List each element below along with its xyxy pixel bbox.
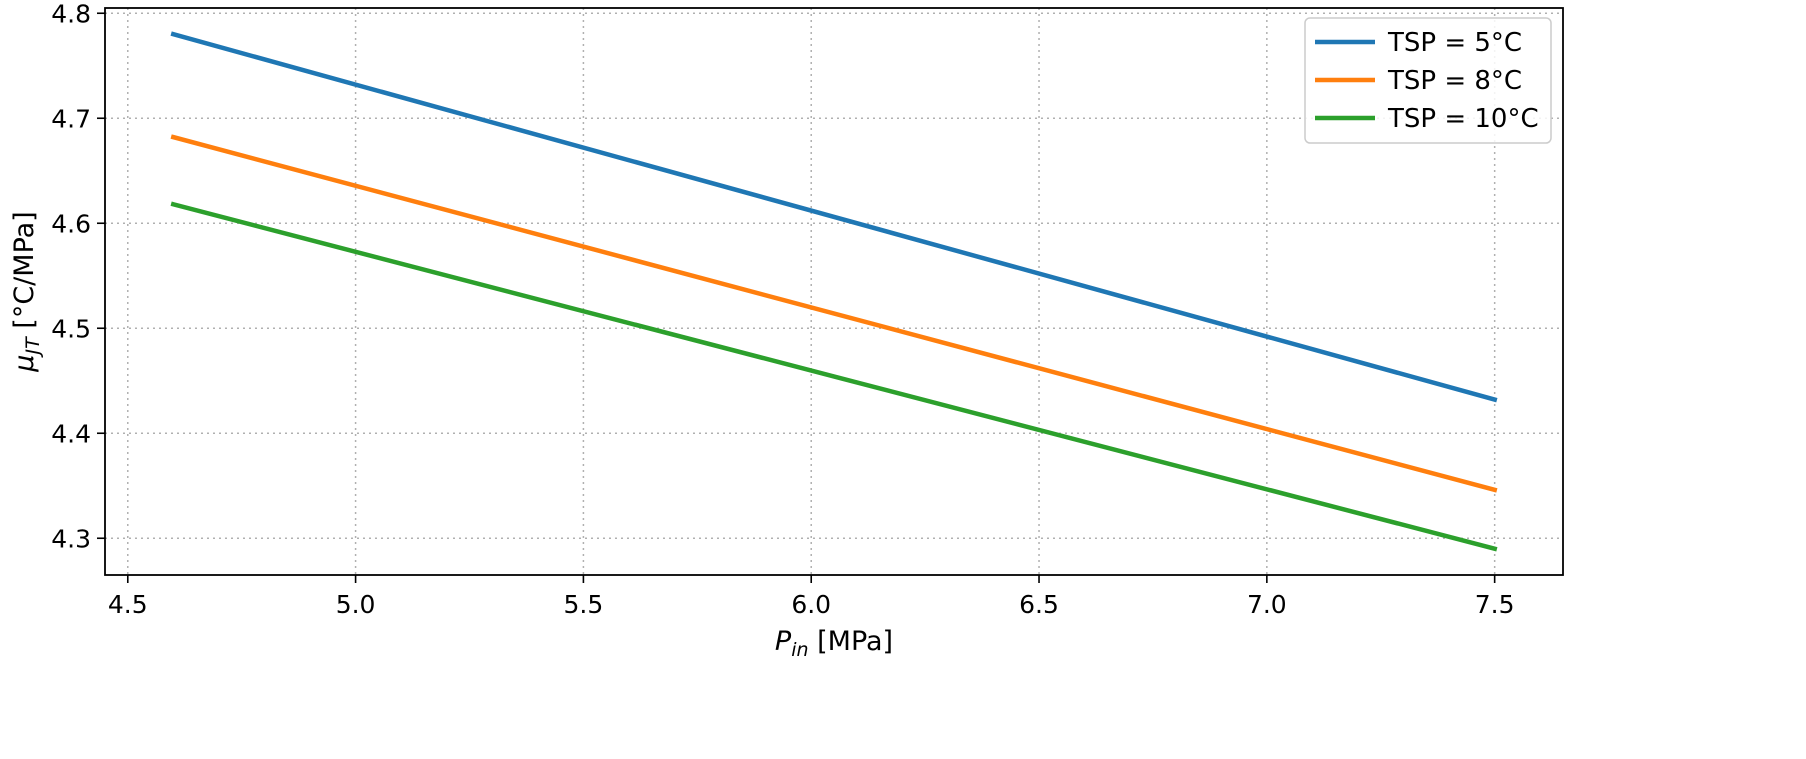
- legend-label-2: TSP = 10°C: [1387, 104, 1539, 134]
- x-axis-label-symbol: P: [775, 626, 792, 657]
- legend: TSP = 5°C TSP = 8°C TSP = 10°C: [1304, 17, 1552, 144]
- y-axis-ticks: 4.3 4.4 4.5 4.6 4.7 4.8: [51, 0, 105, 553]
- legend-label-0: TSP = 5°C: [1387, 28, 1522, 58]
- x-tick-label: 6.0: [791, 590, 831, 619]
- legend-label-1: TSP = 8°C: [1387, 66, 1522, 96]
- x-tick-label: 5.0: [336, 590, 376, 619]
- y-tick-label: 4.3: [51, 524, 91, 553]
- x-tick-label: 6.5: [1019, 590, 1059, 619]
- x-tick-label: 7.0: [1247, 590, 1287, 619]
- plot-frame: [104, 7, 1564, 576]
- y-tick-label: 4.5: [51, 314, 91, 343]
- series-lines: [170, 31, 1498, 552]
- y-tick-label: 4.7: [51, 104, 91, 133]
- x-axis-label-unit: [MPa]: [809, 626, 894, 657]
- grid: [105, 8, 1563, 575]
- legend-box: [1304, 17, 1552, 144]
- x-axis-label-subscript: in: [791, 639, 808, 661]
- x-tick-label: 7.5: [1475, 590, 1515, 619]
- x-axis-ticks: 4.5 5.0 5.5 6.0 6.5 7.0 7.5: [108, 575, 1515, 619]
- x-tick-label: 4.5: [108, 590, 148, 619]
- x-axis-label: Pin [MPa]: [775, 626, 893, 661]
- y-axis-label-unit: [°C/MPa]: [9, 211, 40, 337]
- y-tick-label: 4.6: [51, 209, 91, 238]
- x-tick-label: 5.5: [564, 590, 604, 619]
- series-line-0: [170, 31, 1498, 403]
- series-line-1: [170, 134, 1498, 493]
- y-axis-label-symbol: μ: [9, 355, 40, 373]
- y-tick-label: 4.8: [51, 0, 91, 28]
- y-tick-label: 4.4: [51, 419, 91, 448]
- y-axis-label-subscript: JT: [22, 336, 44, 359]
- series-line-2: [170, 201, 1498, 552]
- y-axis-label: μJT [°C/MPa]: [9, 211, 44, 372]
